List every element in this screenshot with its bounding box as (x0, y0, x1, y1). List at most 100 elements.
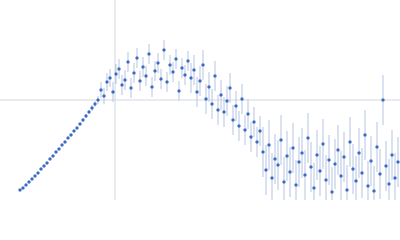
point (87, 110, 91, 114)
point (222, 110, 226, 114)
point (120, 83, 124, 87)
point (144, 74, 148, 78)
point (294, 183, 298, 187)
point (261, 150, 265, 154)
point (174, 57, 178, 61)
point (198, 79, 202, 83)
point (306, 136, 310, 140)
point (81, 118, 85, 122)
point (192, 68, 196, 72)
point (243, 128, 247, 132)
point (126, 60, 130, 64)
point (369, 159, 373, 163)
point (321, 142, 325, 146)
point (30, 177, 34, 181)
point (156, 61, 160, 65)
point (276, 163, 280, 167)
point (375, 145, 379, 149)
point (72, 129, 76, 133)
point (75, 126, 79, 130)
point (207, 85, 211, 89)
point (327, 158, 331, 162)
points (18, 48, 400, 194)
point (225, 99, 229, 103)
point (96, 98, 100, 102)
point (357, 151, 361, 155)
point (123, 78, 127, 82)
point (315, 153, 319, 157)
point (390, 153, 394, 157)
point (393, 176, 397, 180)
point (18, 188, 22, 192)
point (24, 183, 28, 187)
point (99, 88, 103, 92)
point (168, 63, 172, 67)
point (195, 90, 199, 94)
point (90, 106, 94, 110)
point (234, 104, 238, 108)
point (84, 114, 88, 118)
point (60, 143, 64, 147)
point (381, 98, 385, 102)
point (219, 93, 223, 97)
point (324, 178, 328, 182)
point (162, 48, 166, 52)
point (339, 174, 343, 178)
point (114, 72, 118, 76)
point (348, 140, 352, 144)
point (264, 168, 268, 172)
point (57, 147, 61, 151)
point (279, 138, 283, 142)
point (288, 170, 292, 174)
point (267, 143, 271, 147)
point (216, 108, 220, 112)
point (21, 186, 25, 190)
point (135, 56, 139, 60)
point (45, 161, 49, 165)
point (297, 160, 301, 164)
point (240, 97, 244, 101)
point (231, 118, 235, 122)
point (93, 102, 97, 106)
point (78, 122, 82, 126)
point (138, 79, 142, 83)
point (189, 76, 193, 80)
point (102, 94, 106, 98)
point (378, 172, 382, 176)
point (204, 97, 208, 101)
point (69, 133, 73, 137)
point (105, 80, 109, 84)
point (255, 140, 259, 144)
point (141, 65, 145, 69)
point (300, 151, 304, 155)
point (273, 157, 277, 161)
point (186, 59, 190, 63)
point (129, 86, 133, 90)
point (351, 167, 355, 171)
point (270, 176, 274, 180)
point (54, 150, 58, 154)
point (360, 171, 364, 175)
point (180, 66, 184, 70)
point (237, 124, 241, 128)
point (63, 140, 67, 144)
point (147, 52, 151, 56)
point (246, 112, 250, 116)
point (108, 76, 112, 80)
point (183, 73, 187, 77)
point (363, 133, 367, 137)
point (210, 102, 214, 106)
point (48, 157, 52, 161)
point (36, 171, 40, 175)
point (132, 71, 136, 75)
point (285, 154, 289, 158)
point (213, 74, 217, 78)
point (33, 174, 37, 178)
point (345, 188, 349, 192)
point (165, 80, 169, 84)
point (150, 85, 154, 89)
point (387, 182, 391, 186)
point (252, 120, 256, 124)
point (258, 129, 262, 133)
point (201, 63, 205, 67)
